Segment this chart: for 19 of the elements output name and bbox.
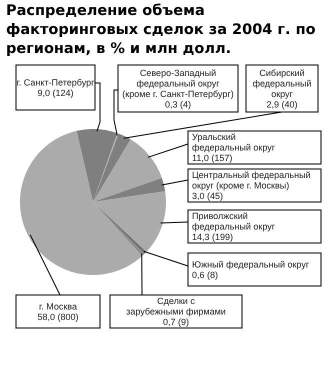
slice-label: Приволжский федеральный округ	[192, 211, 276, 232]
data-label: 0,6 (8)	[192, 270, 218, 280]
data-label: 9,0 (124)	[37, 88, 74, 98]
slice-label: Уральский федеральный округ	[192, 132, 276, 152]
data-label: 0,7 (9)	[162, 317, 190, 327]
data-label: 58,0 (800)	[37, 312, 79, 322]
data-label: 2,9 (40)	[266, 99, 298, 110]
slice-label: Южный федеральный округ	[192, 259, 310, 270]
data-label: 11,0 (157)	[192, 153, 232, 163]
data-label: 14,3 (199)	[192, 232, 234, 242]
slice-label: Сделки с зарубежными фирмами	[126, 296, 226, 316]
slice-label: г. Москва	[39, 301, 77, 312]
data-label: 0,3 (4)	[164, 99, 192, 110]
slice-label: г. Санкт-Петербург	[16, 77, 96, 88]
slice-label: Северо-Западный федеральный округ (кроме г. Санкт-Петербург)	[122, 68, 234, 99]
slice-label: Сибирский федеральный округ	[252, 68, 312, 99]
chart-title: Распределение объема факторинговых сделок за 2004 г. по регионам, в % и млн долл.	[5, 2, 317, 59]
slice-label: Центральный федеральный округ (кроме г. Москвы)	[192, 170, 311, 190]
data-label: 3,0 (45)	[192, 191, 224, 201]
